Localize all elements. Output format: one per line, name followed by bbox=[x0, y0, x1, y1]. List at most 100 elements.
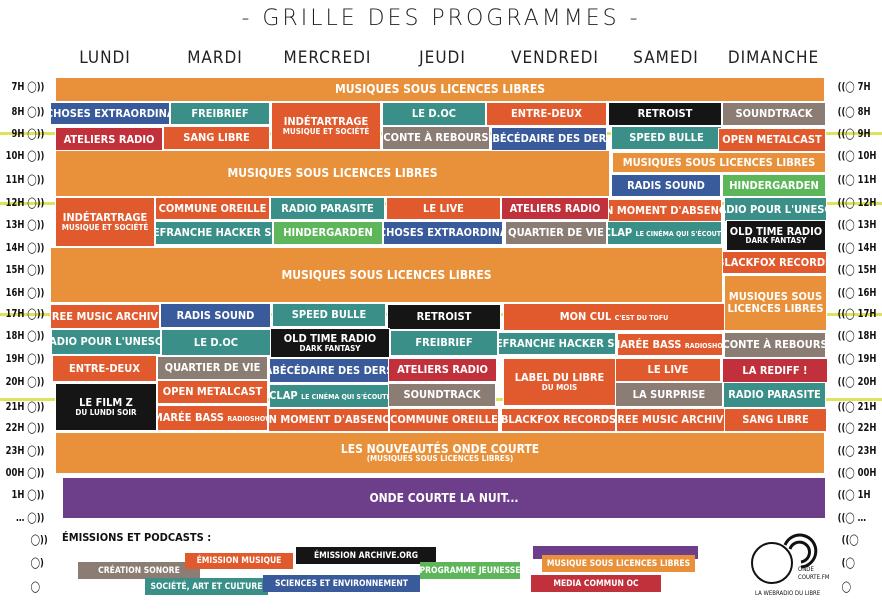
program-title: MON CUL bbox=[559, 310, 612, 324]
program-block[interactable]: MUSIQUES SOUS LICENCES LIBRES bbox=[55, 77, 825, 102]
program-title: FREE MUSIC ARCHIVE bbox=[50, 309, 160, 323]
program-title: LE D.OC bbox=[193, 335, 239, 349]
page-title: - GRILLE DES PROGRAMMES - bbox=[241, 6, 641, 31]
program-block[interactable]: SPEED BULLE bbox=[611, 126, 722, 150]
program-block[interactable]: MUSIQUES SOUS LICENCES LIBRES bbox=[55, 150, 610, 197]
program-block[interactable]: RADIO PARASITE bbox=[270, 197, 385, 220]
program-block[interactable]: QUARTIER DE VIE bbox=[157, 356, 268, 380]
time-label: ((◯ 12H bbox=[837, 196, 877, 209]
program-block[interactable]: FREIBRIEF bbox=[390, 330, 498, 356]
program-block[interactable]: VILLEFRANCHE HACKER SHOW bbox=[498, 332, 616, 355]
day-header: DIMANCHE bbox=[727, 48, 820, 68]
svg-text:ONDE: ONDE bbox=[798, 566, 814, 573]
time-label: 00H ◯)) bbox=[5, 466, 45, 479]
program-block[interactable]: LES NOUVEAUTÉS ONDE COURTE (MUSIQUES SOUS… bbox=[55, 432, 825, 474]
radio-wave-icon: ◯)) bbox=[30, 533, 48, 546]
program-block[interactable]: LA REDIFF ! bbox=[722, 358, 828, 383]
program-block[interactable]: HINDERGARDEN bbox=[273, 221, 383, 245]
program-block[interactable]: UN MOMENT D'ABSENCE bbox=[608, 199, 722, 222]
time-label: 21H ◯)) bbox=[5, 400, 45, 413]
time-label: 14H ◯)) bbox=[5, 241, 45, 254]
program-block[interactable]: FREE MUSIC ARCHIVE bbox=[616, 408, 725, 432]
program-block[interactable]: RADIS SOUND bbox=[611, 174, 721, 197]
program-block[interactable]: SOUNDTRACK bbox=[722, 102, 826, 126]
program-block[interactable]: RADIO POUR L'UNESCO bbox=[51, 329, 161, 355]
program-block[interactable]: COMMUNE OREILLE bbox=[389, 408, 499, 432]
program-block[interactable]: LE LIVE bbox=[386, 197, 501, 220]
program-block[interactable]: LABEL DU LIBRE DU MOIS bbox=[503, 358, 616, 406]
program-block[interactable]: MARÉE BASS RADIOSHOW bbox=[617, 333, 723, 356]
program-block[interactable]: ABÉCÉDAIRE DES DERS bbox=[491, 127, 607, 151]
program-block[interactable]: SANG LIBRE bbox=[163, 126, 270, 150]
program-block[interactable]: FREIBRIEF bbox=[170, 102, 270, 125]
program-block[interactable]: RETROIST bbox=[608, 102, 722, 126]
program-block[interactable]: DES CHOSES EXTRAORDINAIRES bbox=[383, 221, 503, 245]
program-block[interactable]: ENTRE-DEUX bbox=[52, 355, 157, 382]
legend-tag: MUSIQUE SOUS LICENCES LIBRES bbox=[542, 555, 695, 572]
program-block[interactable]: DES CHOSES EXTRAORDINAIRES bbox=[50, 102, 170, 125]
program-block[interactable]: RADIO PARASITE bbox=[723, 382, 826, 408]
time-label: ((◯ 18H bbox=[837, 329, 877, 342]
program-block[interactable]: QUARTIER DE VIE bbox=[505, 221, 607, 245]
program-block[interactable]: ENTRE-DEUX bbox=[486, 102, 607, 126]
program-block[interactable]: BLACKFOX RECORDS bbox=[722, 251, 827, 274]
program-block[interactable]: OPEN METALCAST bbox=[157, 380, 268, 404]
program-subtitle: LE CINÉMA QUI S'ÉCOUTE bbox=[635, 230, 722, 239]
program-title: VILLEFRANCHE HACKER SHOW bbox=[499, 336, 615, 350]
program-block[interactable]: LE D.OC bbox=[161, 329, 271, 356]
program-block[interactable]: MUSIQUES SOUS LICENCES LIBRES bbox=[50, 247, 723, 303]
program-block[interactable]: OLD TIME RADIO DARK FANTASY bbox=[726, 220, 826, 251]
program-title: FREE MUSIC ARCHIVE bbox=[616, 413, 725, 427]
program-block[interactable]: FREE MUSIC ARCHIVE bbox=[50, 304, 160, 329]
radio-wave-icon: ◯ bbox=[30, 580, 41, 593]
program-block[interactable]: INDÉTARTRAGE MUSIQUE ET SOCIÉTÉ bbox=[271, 102, 381, 150]
program-title: RADIO PARASITE bbox=[728, 388, 821, 402]
program-block[interactable]: LE LIVE bbox=[615, 358, 721, 382]
program-block[interactable]: RETROIST bbox=[387, 304, 501, 330]
program-block[interactable]: CLAP LE CINÉMA QUI S'ÉCOUTE bbox=[607, 221, 722, 245]
program-block[interactable]: CLAP LE CINÉMA QUI S'ÉCOUTE bbox=[269, 384, 391, 408]
program-block[interactable]: MUSIQUES SOUS LICENCES LIBRES bbox=[724, 275, 827, 331]
program-subtitle: LICENCES LIBRES bbox=[727, 302, 824, 315]
time-label: ((◯ 17H bbox=[837, 307, 877, 320]
program-block[interactable]: RADIO POUR L'UNESCO bbox=[724, 197, 827, 222]
program-block[interactable]: ATELIERS RADIO bbox=[388, 358, 497, 382]
program-block[interactable]: CONTE À REBOURS bbox=[382, 126, 490, 150]
program-block[interactable]: SOUNDTRACK bbox=[388, 383, 496, 407]
program-block[interactable]: OLD TIME RADIO DARK FANTASY bbox=[270, 328, 390, 358]
onde-courte-logo: ONDE COURTE.FM LA WEBRADIO DU LIBRE bbox=[750, 525, 830, 600]
time-label: 17H ◯)) bbox=[5, 307, 45, 320]
program-block[interactable]: RADIS SOUND bbox=[160, 303, 271, 328]
program-block[interactable]: LE D.OC bbox=[382, 102, 486, 126]
program-block[interactable]: SANG LIBRE bbox=[724, 408, 827, 432]
program-block[interactable]: INDÉTARTRAGE MUSIQUE ET SOCIÉTÉ bbox=[55, 197, 155, 247]
time-label: ((◯ 10H bbox=[837, 149, 877, 162]
time-label: 18H ◯)) bbox=[5, 329, 45, 342]
program-block[interactable]: ATELIERS RADIO bbox=[501, 197, 609, 220]
program-block[interactable]: ABÉCÉDAIRE DES DERS bbox=[269, 358, 389, 383]
program-title: CONTE À REBOURS bbox=[383, 131, 489, 145]
program-block[interactable]: CONTE À REBOURS bbox=[724, 332, 826, 358]
program-block[interactable]: MUSIQUES SOUS LICENCES LIBRES bbox=[612, 152, 826, 173]
program-title: LABEL DU LIBRE bbox=[514, 371, 605, 385]
program-block[interactable]: UN MOMENT D'ABSENCE bbox=[268, 408, 389, 432]
program-block[interactable]: ONDE COURTE LA NUIT... bbox=[62, 477, 826, 519]
program-block[interactable]: HINDERGARDEN bbox=[722, 174, 826, 197]
time-label: ((◯ 14H bbox=[837, 241, 877, 254]
program-block[interactable]: VILLEFRANCHE HACKER SHOW bbox=[155, 221, 273, 245]
program-title: OPEN METALCAST bbox=[722, 133, 822, 147]
program-block[interactable]: COMMUNE OREILLE bbox=[155, 197, 270, 220]
program-block[interactable]: OPEN METALCAST bbox=[718, 128, 826, 152]
program-title: LA REDIFF ! bbox=[742, 363, 808, 377]
program-block[interactable]: BLACKFOX RECORDS bbox=[501, 408, 616, 432]
program-block[interactable]: ATELIERS RADIO bbox=[55, 127, 163, 152]
program-title: OLD TIME RADIO bbox=[729, 224, 823, 238]
program-title: ABÉCÉDAIRE DES DERS bbox=[491, 132, 607, 146]
program-block[interactable]: LE FILM Z DU LUNDI SOIR bbox=[55, 383, 157, 431]
program-block[interactable]: SPEED BULLE bbox=[272, 303, 386, 327]
program-block[interactable]: MARÉE BASS RADIOSHOW bbox=[157, 405, 268, 431]
program-title: SANG LIBRE bbox=[183, 131, 250, 145]
program-block[interactable]: LA SURPRISE bbox=[615, 382, 723, 407]
program-block[interactable]: MON CUL C'EST DU TOFU bbox=[503, 303, 725, 331]
time-label: ((◯ 11H bbox=[837, 173, 877, 186]
